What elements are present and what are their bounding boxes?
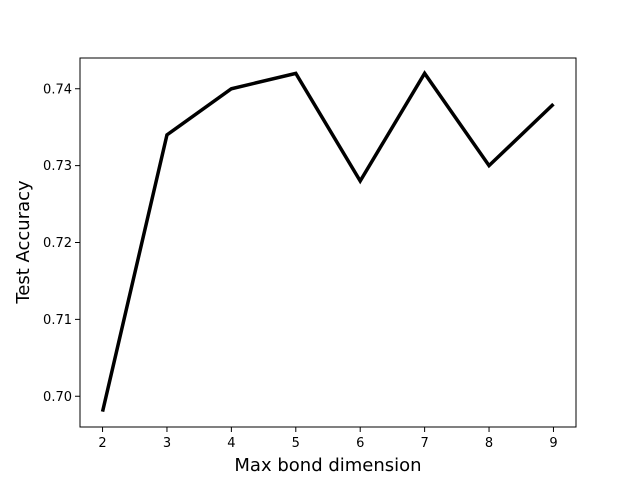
x-tick-label: 5 [292, 436, 300, 451]
y-axis-label: Test Accuracy [13, 180, 34, 305]
x-tick-label: 6 [356, 436, 364, 451]
y-tick-label: 0.73 [43, 159, 72, 174]
y-tick-label: 0.74 [43, 82, 72, 97]
x-tick-label: 8 [485, 436, 493, 451]
axes-frame [79, 57, 577, 428]
x-axis-label: Max bond dimension [234, 455, 421, 476]
x-tick-label: 4 [227, 436, 235, 451]
plot-area: 2 3 4 5 6 7 8 9 0.70 0.71 0.72 0.73 0.74 [43, 57, 577, 451]
x-tick-label: 7 [420, 436, 428, 451]
y-tick-label: 0.71 [43, 313, 72, 328]
x-tick-label: 9 [549, 436, 557, 451]
x-tick-label: 3 [163, 436, 171, 451]
y-tick-label: 0.70 [43, 390, 72, 405]
x-tick-label: 2 [98, 436, 106, 451]
y-tick-label: 0.72 [43, 236, 72, 251]
series-line [100, 70, 555, 413]
